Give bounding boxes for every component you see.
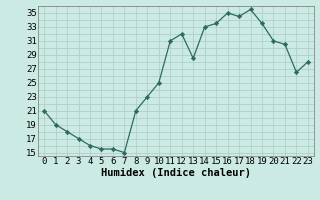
X-axis label: Humidex (Indice chaleur): Humidex (Indice chaleur)	[101, 168, 251, 178]
